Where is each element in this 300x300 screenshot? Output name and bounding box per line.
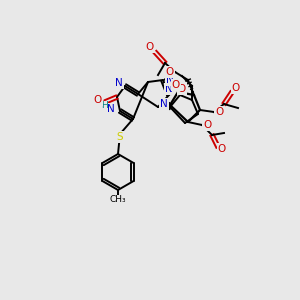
Text: N: N: [107, 104, 115, 114]
Text: O: O: [172, 80, 180, 90]
Text: O: O: [215, 107, 223, 117]
Text: N: N: [165, 83, 173, 93]
Text: N: N: [115, 78, 123, 88]
Text: CH₃: CH₃: [110, 196, 126, 205]
Text: O: O: [94, 95, 102, 105]
Text: O: O: [178, 84, 186, 94]
Text: O: O: [203, 120, 211, 130]
Text: N: N: [160, 99, 168, 109]
Polygon shape: [158, 103, 170, 107]
Text: O: O: [166, 67, 174, 77]
Polygon shape: [158, 104, 170, 110]
Text: H: H: [100, 101, 107, 110]
Text: N: N: [166, 75, 174, 85]
Text: N: N: [165, 84, 173, 94]
Text: O: O: [232, 83, 240, 93]
Text: S: S: [117, 132, 123, 142]
Text: O: O: [218, 144, 226, 154]
Text: N: N: [165, 84, 173, 94]
Text: O: O: [146, 42, 154, 52]
